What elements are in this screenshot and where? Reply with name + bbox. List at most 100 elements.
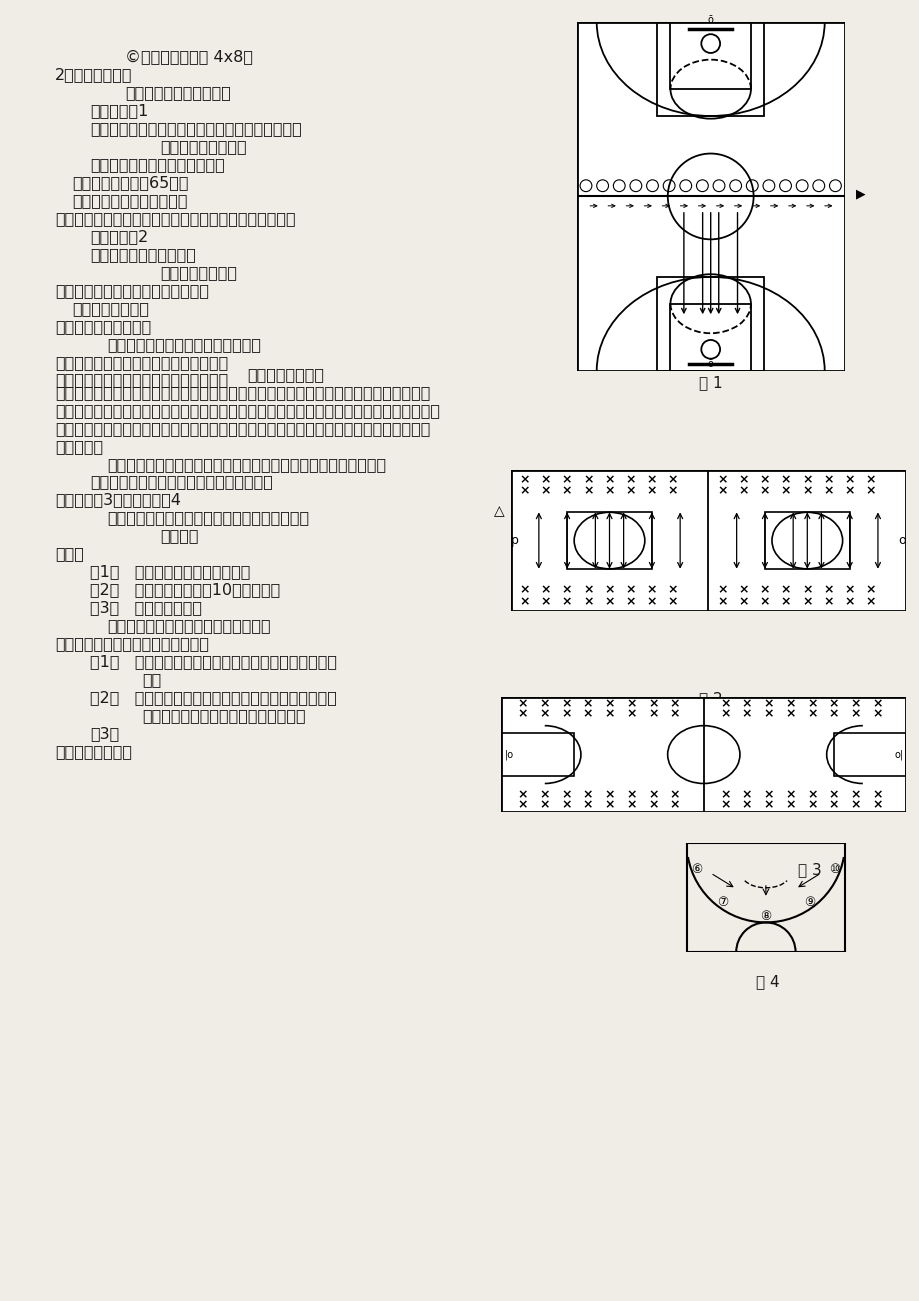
Text: 指自然分开，手心空出，用指根以上的部: 指自然分开，手心空出，用指根以上的部 [55,355,228,369]
Text: 扶在球的左侧，右: 扶在球的左侧，右 [247,367,324,382]
Text: ×: × [583,708,593,721]
Text: ©活动手腕、脚腕 4x8拍: ©活动手腕、脚腕 4x8拍 [125,49,253,65]
Text: ×: × [828,708,838,721]
Text: ×: × [583,799,593,812]
Text: 听、练习: 听、练习 [160,528,199,544]
Text: ō: ō [707,14,713,25]
Text: ×: × [865,474,875,487]
Text: 练法：: 练法： [55,546,84,562]
Text: ×: × [667,595,677,608]
Text: ×: × [667,474,677,487]
Text: （1）   学生面对面各自模仿练习。: （1） 学生面对面各自模仿练习。 [90,565,250,579]
Text: ×: × [647,708,658,721]
Text: ×: × [717,484,727,497]
Text: ×: × [785,788,795,801]
Text: |o: |o [504,749,513,760]
Text: ×: × [561,697,571,710]
Text: ×: × [759,484,769,497]
Text: ×: × [517,697,528,710]
Text: ×: × [844,584,854,597]
Text: ×: × [625,595,635,608]
Text: 位持球，大拇指与小拇指控制球体，左手: 位持球，大拇指与小拇指控制球体，左手 [55,372,228,388]
Polygon shape [501,697,905,812]
Text: ×: × [540,584,550,597]
Text: ⑩: ⑩ [829,863,840,876]
Text: ×: × [741,799,752,812]
Text: ×: × [785,799,795,812]
Text: ×: × [780,474,790,487]
Text: ×: × [780,584,790,597]
Text: ×: × [844,595,854,608]
Text: （一）复习传、接球技术：: （一）复习传、接球技术： [73,193,188,208]
Text: （2）   学生面对面互投。10次原地单手: （2） 学生面对面互投。10次原地单手 [90,583,280,597]
Text: 教法：教师指导，纠错。: 教法：教师指导，纠错。 [90,247,196,262]
Text: ×: × [741,708,752,721]
Text: ×: × [720,788,730,801]
Text: ×: × [519,595,529,608]
Text: ×: × [604,697,615,710]
Text: ×: × [647,697,658,710]
Text: ×: × [539,708,550,721]
Text: 形成抛物线偏低。: 形成抛物线偏低。 [55,744,132,758]
Text: （2）   肘关节外展，致使上肢各关节运动方向不一致。: （2） 肘关节外展，致使上肢各关节运动方向不一致。 [90,690,336,705]
Text: ×: × [738,595,748,608]
Text: ×: × [646,584,656,597]
Text: ×: × [625,484,635,497]
Text: 臂屈肘，肘关节自然下垂，置球于右肩前上方，目视球篮。两脚左右或前后开立，两膈微: 臂屈肘，肘关节自然下垂，置球于右肩前上方，目视球篮。两脚左右或前后开立，两膈微 [55,385,430,399]
Text: ×: × [717,595,727,608]
Text: 动作方法：以右手投篮为例，右手五: 动作方法：以右手投篮为例，右手五 [108,337,261,351]
Text: 组织：如图2: 组织：如图2 [90,229,148,245]
Text: 和的拨球将球投出，组中、食指控制方向。: 和的拨球将球投出，组中、食指控制方向。 [90,475,273,489]
Text: ×: × [759,595,769,608]
Text: ×: × [540,474,550,487]
Text: ⑥: ⑥ [690,863,701,876]
Text: ×: × [738,474,748,487]
Text: ×: × [583,474,593,487]
Text: ×: × [604,484,614,497]
Text: 屈，重心落在两脚掌上。投篮时，下肢蹬地发力，右臂向前上方抬肘伸臂，手腔前屈，食、: 屈，重心落在两脚掌上。投篮时，下肢蹬地发力，右臂向前上方抬肘伸臂，手腔前屈，食、 [55,403,439,418]
Text: 师示范、学生：看、讲解，边示范边讲学生边做: 师示范、学生：看、讲解，边示范边讲学生边做 [108,510,310,526]
Text: ×: × [583,595,593,608]
Text: ×: × [625,474,635,487]
Text: ō: ō [707,359,713,369]
Text: 中指用力拨球，通过指端将球柔和地投出。球出手的瞬间，身体随投篮动作向上伸展，脚: 中指用力拨球，通过指端将球柔和地投出。球出手的瞬间，身体随投篮动作向上伸展，脚 [55,420,430,436]
Text: 学生：听、做练习: 学生：听、做练习 [160,265,237,280]
Text: ▶: ▶ [855,187,864,200]
Text: 织：如右图3、教法：教图4: 织：如右图3、教法：教图4 [55,493,181,507]
Text: ×: × [667,484,677,497]
Text: ×: × [720,799,730,812]
Text: ×: × [561,708,571,721]
Text: ×: × [604,584,614,597]
Text: ×: × [539,788,550,801]
Text: 传反弹球、双手头上传球，行进间传、接球（单手、双手: 传反弹球、双手头上传球，行进间传、接球（单手、双手 [55,211,296,226]
Text: ×: × [669,708,679,721]
Text: ×: × [806,697,817,710]
Text: o|: o| [893,749,902,760]
Text: 伸臂、压腔，连贯协调。易犯错误：: 伸臂、压腔，连贯协调。易犯错误： [55,636,209,652]
Text: ×: × [583,584,593,597]
Text: ×: × [517,708,528,721]
Text: ×: × [561,799,571,812]
Text: 动作要领：上下肢协调用力，抬肘伸臂充分，用手腔前屈和手指柔: 动作要领：上下肢协调用力，抬肘伸臂充分，用手腔前屈和手指柔 [108,457,386,472]
Text: （3）: （3） [90,726,119,742]
Text: ×: × [646,474,656,487]
Text: ×: × [667,584,677,597]
Text: ×: × [626,788,636,801]
Text: ×: × [823,484,833,497]
Text: ×: × [562,474,572,487]
Text: ×: × [604,708,615,721]
Text: ×: × [828,697,838,710]
Text: 投篮时抬肘伸臂不够，导致手臂前推，: 投篮时抬肘伸臂不够，导致手臂前推， [142,708,306,723]
Text: ×: × [871,799,881,812]
Text: 图 4: 图 4 [755,974,779,990]
Text: ×: × [849,708,860,721]
Text: 图 1: 图 1 [698,375,722,390]
Polygon shape [510,470,905,611]
Text: 每人一球，自投自抖，依次练习要求：: 每人一球，自投自抖，依次练习要求： [108,618,271,634]
Text: ×: × [823,474,833,487]
Text: ×: × [540,484,550,497]
Text: ×: × [828,799,838,812]
Text: 组织：如图1: 组织：如图1 [90,103,148,118]
Text: （二）学习内容：: （二）学习内容： [73,301,150,316]
Text: ×: × [539,799,550,812]
